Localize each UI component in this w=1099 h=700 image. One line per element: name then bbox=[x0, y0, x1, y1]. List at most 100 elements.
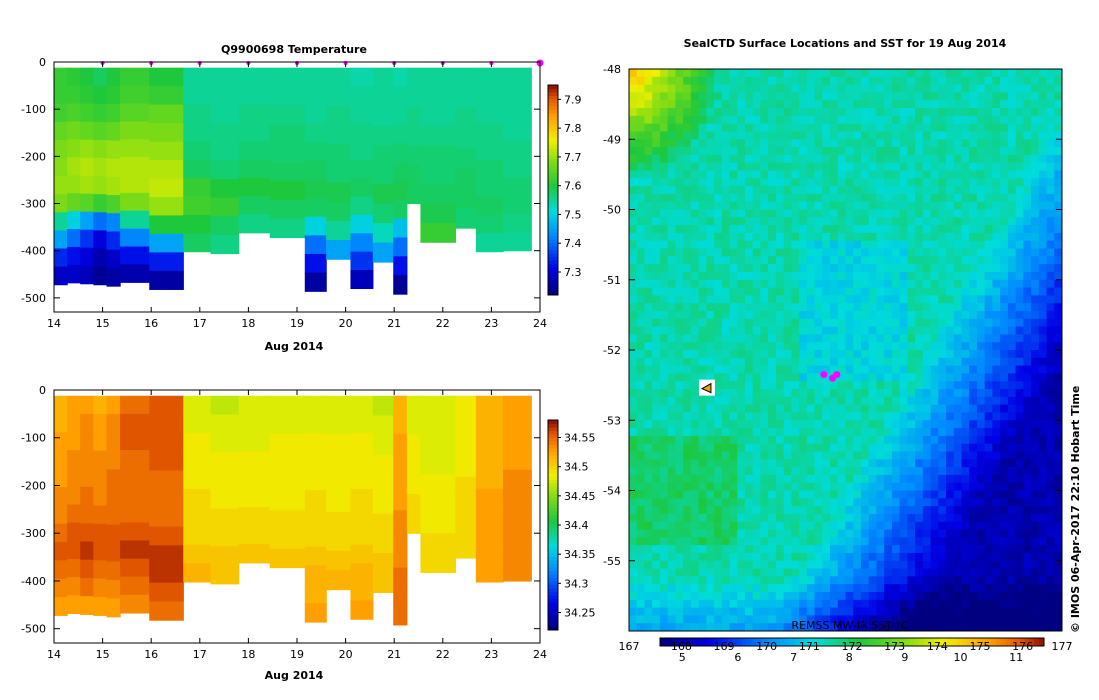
sst-cell bbox=[845, 490, 854, 499]
profile-cell bbox=[304, 198, 327, 218]
sst-cell bbox=[899, 115, 908, 125]
sst-cell bbox=[721, 342, 731, 351]
sst-cell bbox=[899, 552, 908, 562]
sst-cell bbox=[1038, 506, 1048, 515]
sst-cell bbox=[961, 232, 970, 242]
sst-cell bbox=[837, 318, 846, 328]
sst-cell bbox=[737, 256, 746, 265]
sst-cell bbox=[860, 334, 870, 343]
sst-cell bbox=[899, 162, 908, 171]
sst-cell bbox=[969, 264, 978, 273]
colorbar-step bbox=[548, 288, 558, 292]
profile-cell bbox=[350, 507, 374, 527]
sst-cell bbox=[984, 326, 993, 335]
sst-cell bbox=[830, 225, 839, 234]
sst-cell bbox=[690, 92, 700, 101]
sst-cell bbox=[868, 490, 877, 499]
sst-cell bbox=[814, 310, 823, 320]
sst-cell bbox=[984, 232, 993, 242]
profile-cell bbox=[326, 105, 352, 126]
sst-cell bbox=[683, 591, 692, 601]
sst-cell bbox=[907, 186, 916, 195]
sst-cell bbox=[845, 357, 854, 367]
sst-cell bbox=[752, 123, 761, 132]
profile-cell bbox=[475, 159, 504, 179]
sst-cell bbox=[814, 295, 823, 304]
sst-cell bbox=[860, 310, 870, 320]
sst-cell bbox=[837, 529, 846, 538]
sst-cell bbox=[721, 584, 731, 593]
sst-cell bbox=[783, 186, 792, 195]
sst-cell bbox=[737, 599, 746, 609]
sst-cell bbox=[814, 381, 823, 390]
sst-cell bbox=[714, 303, 723, 312]
sst-cell bbox=[1046, 147, 1055, 156]
sst-cell bbox=[830, 381, 839, 390]
sst-cell bbox=[644, 295, 653, 304]
sst-cell bbox=[922, 131, 932, 140]
sst-cell bbox=[636, 373, 645, 382]
sst-cell bbox=[667, 318, 676, 328]
sst-cell bbox=[984, 69, 993, 78]
profile-cell bbox=[420, 125, 457, 146]
sst-cell bbox=[837, 490, 846, 499]
sst-cell bbox=[876, 623, 885, 632]
sst-cell bbox=[984, 154, 993, 164]
sst-cell bbox=[876, 100, 885, 109]
sst-cell bbox=[775, 490, 785, 499]
sst-cell bbox=[729, 373, 738, 382]
sst-cell bbox=[891, 467, 901, 476]
sst-cell bbox=[922, 342, 932, 351]
sst-cell bbox=[644, 170, 653, 179]
sst-cell bbox=[644, 178, 653, 187]
sst-cell bbox=[1007, 428, 1017, 437]
sst-cell bbox=[744, 154, 754, 164]
sst-cell bbox=[737, 147, 746, 156]
sst-cell bbox=[891, 591, 901, 601]
sst-cell bbox=[760, 404, 769, 413]
sst-cell bbox=[938, 404, 947, 413]
sst-cell bbox=[860, 303, 870, 312]
sst-cell bbox=[868, 435, 877, 445]
sst-cell bbox=[992, 139, 1001, 148]
sst-cell bbox=[853, 84, 862, 93]
colorbar-step bbox=[866, 638, 872, 646]
profile-cell bbox=[475, 488, 504, 509]
sst-cell bbox=[667, 412, 676, 421]
sst-cell bbox=[659, 100, 669, 109]
profile-cell bbox=[503, 488, 532, 508]
sst-cell bbox=[783, 123, 792, 132]
colorbar-step bbox=[548, 423, 558, 428]
colorbar-step bbox=[756, 638, 762, 646]
sst-cell bbox=[760, 287, 769, 296]
sst-cell bbox=[791, 498, 800, 507]
sst-cell bbox=[644, 147, 653, 156]
sst-cell bbox=[636, 201, 645, 210]
sst-cell bbox=[930, 560, 939, 570]
sst-cell bbox=[714, 513, 723, 523]
sst-cell bbox=[629, 599, 638, 609]
sst-cell bbox=[969, 186, 978, 195]
sst-cell bbox=[721, 334, 731, 343]
sst-cell bbox=[1000, 451, 1009, 460]
sst-cell bbox=[683, 334, 692, 343]
sst-cell bbox=[783, 615, 792, 624]
profile-cell bbox=[183, 104, 212, 124]
sst-cell bbox=[1000, 139, 1009, 148]
sst-cell bbox=[806, 373, 816, 382]
sst-cell bbox=[853, 389, 862, 398]
sst-cell bbox=[636, 420, 645, 429]
sst-cell bbox=[837, 576, 846, 585]
sst-cell bbox=[922, 389, 932, 398]
colorbar-step bbox=[900, 638, 906, 646]
profile-cell bbox=[269, 180, 306, 201]
sst-cell bbox=[1007, 193, 1017, 203]
sst-cell bbox=[891, 271, 901, 281]
profile-cell bbox=[210, 452, 240, 472]
sst-cell bbox=[884, 69, 893, 78]
colorbar-step bbox=[818, 638, 824, 646]
sst-cell bbox=[915, 123, 924, 132]
sst-cell bbox=[837, 404, 846, 413]
sst-cell bbox=[876, 498, 885, 507]
colorbar-step bbox=[548, 221, 558, 226]
